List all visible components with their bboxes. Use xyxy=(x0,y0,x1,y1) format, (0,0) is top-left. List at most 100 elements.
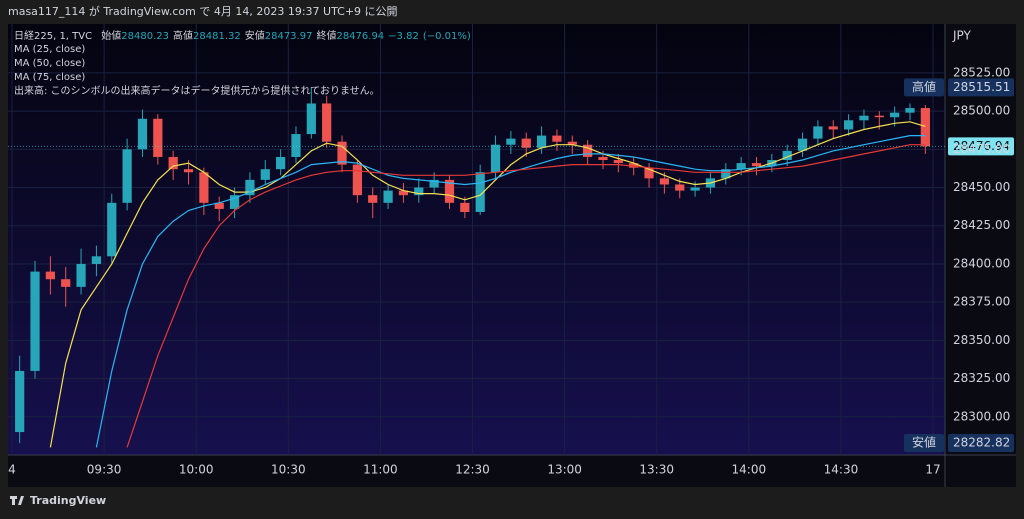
candle-body xyxy=(107,202,117,257)
candle-body xyxy=(337,141,347,165)
candle-body xyxy=(15,370,25,433)
candle-body xyxy=(874,115,884,118)
candle-body xyxy=(368,195,378,203)
candle-body xyxy=(905,108,915,113)
y-tick-label: 28325.00 xyxy=(953,371,1010,385)
y-tick-label: 28300.00 xyxy=(953,409,1010,423)
last-price-label: 28476.94 xyxy=(953,139,1010,153)
x-tick-label: 13:30 xyxy=(639,463,674,477)
candle-body xyxy=(429,179,439,188)
candle-body xyxy=(352,164,362,196)
x-tick-label: 4 xyxy=(8,463,16,477)
candle-body xyxy=(398,190,409,196)
legend-label: 始値 xyxy=(101,29,121,42)
x-tick-label: 17 xyxy=(925,463,940,477)
x-tick-label: 10:30 xyxy=(271,463,306,477)
candle-body xyxy=(260,169,270,180)
candle-body xyxy=(153,118,163,157)
ohlc-legend: 日経225, 1, TVC 始値28480.23 高値28481.32 安値2847… xyxy=(14,29,471,42)
candle-body xyxy=(782,150,792,161)
candle-body xyxy=(736,163,746,170)
candle-body xyxy=(475,172,485,212)
last-price-badge xyxy=(948,137,1014,156)
legend-value: 28476.94 xyxy=(336,31,384,42)
candle-body xyxy=(567,141,577,145)
badge-value-box xyxy=(948,434,1014,453)
y-tick-label: 28525.00 xyxy=(953,65,1010,79)
plot-background xyxy=(8,24,945,455)
candle-body xyxy=(859,115,869,121)
price-axis xyxy=(945,24,1016,487)
currency: JPY xyxy=(952,29,972,43)
candle-body xyxy=(521,138,531,148)
y-tick-label: 28450.00 xyxy=(953,180,1010,194)
logo xyxy=(10,496,24,505)
legend-change-pct: (−0.01%) xyxy=(423,31,471,42)
candle-body xyxy=(659,178,669,185)
legend-label: 終値 xyxy=(316,29,336,42)
candle-body xyxy=(797,138,808,151)
candle-body xyxy=(76,263,86,287)
candle-body xyxy=(751,163,762,167)
candle-body xyxy=(61,279,71,287)
ma-legend: MA (75, close) xyxy=(14,72,85,83)
legend-change: −3.82 xyxy=(388,31,419,42)
ma-line xyxy=(126,144,926,448)
candle-body xyxy=(721,169,731,179)
x-tick-label: 14:30 xyxy=(824,463,859,477)
badge-label: 安値 xyxy=(912,435,936,450)
x-tick-label: 10:00 xyxy=(179,463,214,477)
candle-body xyxy=(291,134,301,157)
candle-body xyxy=(137,118,148,150)
y-tick-label: 28375.00 xyxy=(953,295,1010,309)
y-tick-label: 28500.00 xyxy=(953,104,1010,118)
candle-body xyxy=(383,190,393,203)
candle-body xyxy=(920,108,930,147)
symbol: 日経225, 1, TVC xyxy=(14,29,92,42)
x-tick-label: 11:00 xyxy=(363,463,398,477)
legend-value: 28480.23 xyxy=(121,31,169,42)
x-tick-label: 13:00 xyxy=(547,463,582,477)
candle-body xyxy=(890,112,900,118)
ma-line xyxy=(49,121,926,448)
badge-value: 28282.82 xyxy=(953,436,1010,450)
publish-info: masa117_114 が TradingView.com で 4月 14, 2… xyxy=(8,4,398,18)
candle-body xyxy=(199,172,209,203)
candle-body xyxy=(30,271,40,371)
ma-line xyxy=(95,135,926,448)
legend-value: 28481.32 xyxy=(193,31,241,42)
candle-body xyxy=(629,163,639,168)
volume-note: 出来高: このシンボルの出来高データはデータ提供元から提供されておりません。 xyxy=(14,84,380,97)
x-tick-label: 14:00 xyxy=(732,463,767,477)
y-tick-label: 28350.00 xyxy=(953,333,1010,347)
candle-body xyxy=(45,271,55,280)
y-tick-label: 28400.00 xyxy=(953,256,1010,270)
candle-body xyxy=(675,184,685,191)
candle-body xyxy=(214,202,224,209)
y-tick-label: 28425.00 xyxy=(953,218,1010,232)
legend-label: 高値 xyxy=(173,29,193,42)
x-tick-label: 09:30 xyxy=(87,463,122,477)
candle-body xyxy=(168,156,178,170)
ma-legend: MA (25, close) xyxy=(14,44,85,55)
badge-value-box xyxy=(948,78,1014,97)
badge-tag xyxy=(904,434,944,453)
candle-body xyxy=(276,156,286,170)
ma-legend: MA (50, close) xyxy=(14,58,85,69)
candle-body xyxy=(444,179,455,203)
legend-value: 28473.97 xyxy=(265,31,313,42)
candle-body xyxy=(813,126,823,139)
candle-body xyxy=(91,256,102,264)
badge-label: 高値 xyxy=(912,79,936,94)
legend-label: 安値 xyxy=(245,29,265,42)
candle-body xyxy=(490,144,501,173)
badge-value: 28515.51 xyxy=(953,80,1010,94)
candle-body xyxy=(183,169,194,173)
candle-body xyxy=(690,187,700,191)
candle-body xyxy=(828,126,838,130)
candle-body xyxy=(644,167,654,179)
candle-body xyxy=(322,103,332,142)
candle-body xyxy=(229,195,240,209)
candle-body xyxy=(414,187,424,196)
candle-body xyxy=(506,138,516,145)
